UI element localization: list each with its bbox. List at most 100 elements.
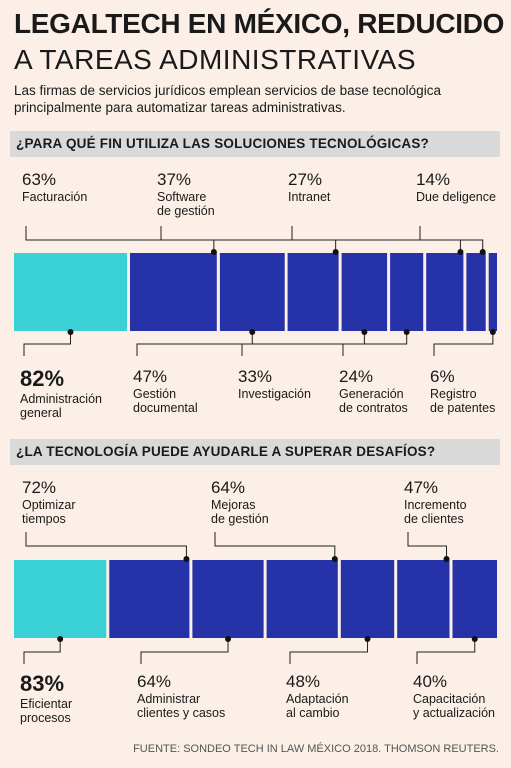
category-label: clientes y casos: [137, 706, 226, 720]
bar-segment-1-5: [341, 253, 388, 331]
section1-heading: ¿PARA QUÉ FIN UTILIZA LAS SOLUCIONES TEC…: [16, 136, 429, 151]
leader-line-1-9: [433, 332, 494, 356]
category-label: al cambio: [286, 706, 340, 720]
data-label-1-2: 63% Facturación: [22, 170, 87, 204]
bar-segment-2-1: [14, 560, 107, 638]
data-label-1-4: 37% Software de gestión: [157, 170, 215, 218]
category-label: Due deligence: [416, 190, 496, 204]
bar-segment-2-6: [397, 560, 450, 638]
leader-dot-1-4: [332, 249, 339, 255]
bar-segment-1-6: [390, 253, 424, 331]
bar-segment-1-7: [426, 253, 464, 331]
bar-segment-2-5: [340, 560, 395, 638]
leader-dot-2-7: [471, 636, 478, 642]
leader-dot-2-1: [57, 636, 64, 642]
data-label-2-2: 72% Optimizar tiempos: [22, 478, 75, 526]
data-label-1-8: 14% Due deligence: [416, 170, 496, 204]
bar-segment-1-8: [466, 253, 486, 331]
category-label: Adaptación: [286, 692, 349, 706]
data-label-1-9: 6% Registro de patentes: [430, 367, 495, 415]
leader-line-2-5: [289, 639, 369, 664]
category-label: general: [20, 406, 62, 420]
value-label: 47%: [404, 478, 439, 497]
leader-line-2-1: [23, 639, 61, 664]
subtitle: Las firmas de servicios jurídicos emplea…: [14, 83, 441, 115]
category-label: de patentes: [430, 401, 496, 415]
leader-line-1-2: [25, 226, 215, 252]
data-label-1-5: 33% Investigación: [238, 367, 311, 401]
bar-segment-1-4: [287, 253, 339, 331]
bar-segment-2-3: [192, 560, 264, 638]
category-label: de gestión: [211, 512, 269, 526]
data-label-2-1: 83% Eficientar procesos: [20, 671, 73, 726]
leader-dot-1-5: [361, 329, 368, 335]
value-label: 64%: [211, 478, 246, 497]
bar-segment-2-7: [452, 560, 497, 638]
category-label: de contratos: [339, 401, 408, 415]
category-label: procesos: [20, 711, 71, 725]
section2-heading: ¿LA TECNOLOGÍA PUEDE AYUDARLE A SUPERAR …: [16, 444, 436, 459]
leader-line-2-7: [416, 639, 476, 664]
category-label: Optimizar: [22, 498, 76, 512]
bar-segment-1-2: [130, 253, 217, 331]
leader-line-2-3: [140, 639, 229, 664]
category-label: Intranet: [288, 190, 331, 204]
value-label: 63%: [22, 170, 57, 189]
title-line2: A TAREAS ADMINISTRATIVAS: [14, 44, 417, 75]
section2-heading-bar: ¿LA TECNOLOGÍA PUEDE AYUDARLE A SUPERAR …: [10, 439, 500, 465]
leader-line-1-4: [160, 226, 337, 252]
leader-line-1-3: [136, 332, 253, 356]
leader-dot-2-3: [225, 636, 232, 642]
leader-dot-2-6: [443, 556, 450, 562]
value-label: 27%: [288, 170, 323, 189]
bar-segment-2-4: [266, 560, 338, 638]
category-label: Capacitación: [413, 692, 486, 706]
data-label-2-6: 47% Incremento de clientes: [404, 478, 467, 526]
category-label: Administración: [20, 392, 102, 406]
bar-segment-1-3: [219, 253, 285, 331]
category-label: de clientes: [404, 512, 464, 526]
category-label: y actualización: [413, 706, 495, 720]
value-label: 83%: [20, 671, 65, 696]
category-label: Investigación: [238, 387, 311, 401]
value-label: 24%: [339, 367, 374, 386]
leader-line-2-2: [25, 532, 187, 559]
value-label: 47%: [133, 367, 168, 386]
value-label: 40%: [413, 672, 448, 691]
leader-dot-1-2: [210, 249, 217, 255]
leader-dot-2-2: [183, 556, 190, 562]
value-label: 33%: [238, 367, 273, 386]
data-label-1-6: 24% Generación de contratos: [339, 367, 408, 415]
data-label-2-3: 64% Administrar clientes y casos: [137, 672, 225, 720]
data-label-1-3: 47% Gestión documental: [133, 367, 198, 415]
value-label: 37%: [157, 170, 192, 189]
leader-dot-1-9: [489, 329, 496, 335]
category-label: Eficientar: [20, 697, 73, 711]
bar-segment-1-1: [14, 253, 127, 331]
data-label-2-7: 40% Capacitación y actualización: [413, 672, 495, 720]
leader-line-1-5: [241, 332, 365, 356]
leader-dot-1-1: [67, 329, 74, 335]
leader-dot-2-5: [364, 636, 371, 642]
data-label-2-4: 64% Mejoras de gestión: [211, 478, 269, 526]
category-label: tiempos: [22, 512, 66, 526]
leader-line-2-6: [407, 532, 448, 559]
category-label: documental: [133, 401, 198, 415]
value-label: 6%: [430, 367, 455, 386]
category-label: Administrar: [137, 692, 201, 706]
leader-dot-1-3: [249, 329, 256, 335]
leader-dot-1-8: [479, 249, 486, 255]
leader-line-1-7: [291, 226, 461, 252]
value-label: 14%: [416, 170, 451, 189]
bar-segment-2-2: [109, 560, 190, 638]
leader-dot-1-7: [457, 249, 464, 255]
data-label-1-7: 27% Intranet: [288, 170, 330, 204]
title-line1: LEGALTECH EN MÉXICO, REDUCIDO: [14, 8, 505, 39]
category-label: Incremento: [404, 498, 467, 512]
leader-line-2-4: [214, 532, 336, 559]
value-label: 64%: [137, 672, 172, 691]
category-label: Facturación: [22, 190, 88, 204]
category-label: Software: [157, 190, 207, 204]
leader-line-1-8: [419, 226, 484, 252]
